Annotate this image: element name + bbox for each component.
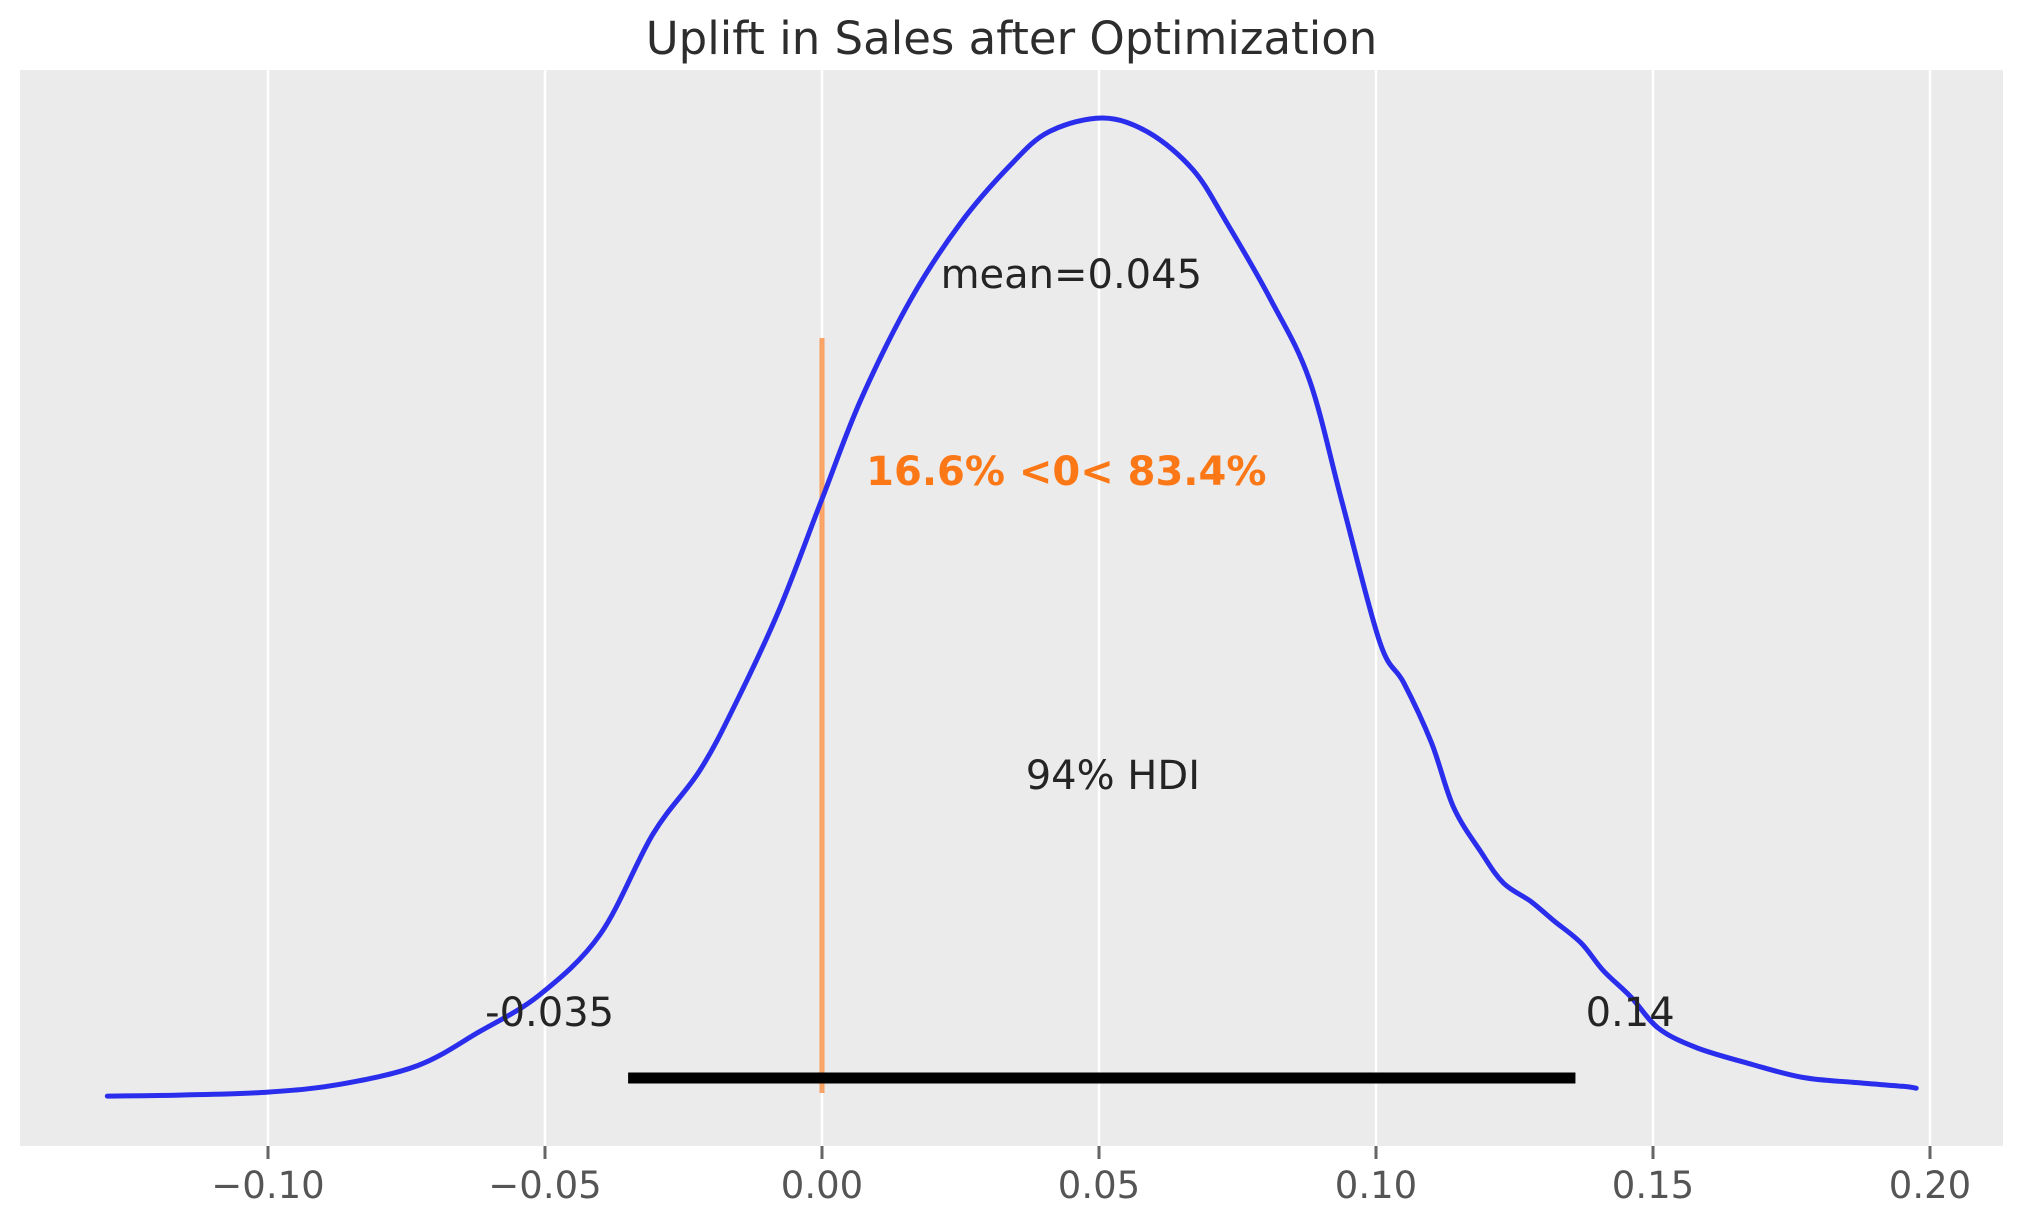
- hdi-label: 94% HDI: [1026, 753, 1200, 799]
- tick-label-0.20: 0.20: [1889, 1164, 1971, 1207]
- tick-label-−0.10: −0.10: [211, 1164, 324, 1207]
- tick-label-0.05: 0.05: [1058, 1164, 1140, 1207]
- x-axis-tick-marks: [266, 1146, 1932, 1159]
- tick-label-0.15: 0.15: [1612, 1164, 1694, 1207]
- chart-title: Uplift in Sales after Optimization: [646, 12, 1378, 65]
- tick-label-0.10: 0.10: [1335, 1164, 1417, 1207]
- x-axis-tick-labels: −0.10 −0.05 0.00 0.05 0.10 0.15 0.20: [211, 1164, 1971, 1207]
- mean-annotation: mean=0.045: [941, 252, 1202, 298]
- reference-probability-annotation: 16.6% <0< 83.4%: [866, 449, 1266, 495]
- tick-label-−0.05: −0.05: [488, 1164, 601, 1207]
- hdi-upper-bound-label: 0.14: [1586, 990, 1675, 1036]
- hdi-lower-bound-label: -0.035: [485, 990, 614, 1036]
- posterior-density-curve: [104, 115, 1919, 1099]
- plot-panel-background: [20, 70, 2003, 1146]
- tick-label-0.00: 0.00: [781, 1164, 863, 1207]
